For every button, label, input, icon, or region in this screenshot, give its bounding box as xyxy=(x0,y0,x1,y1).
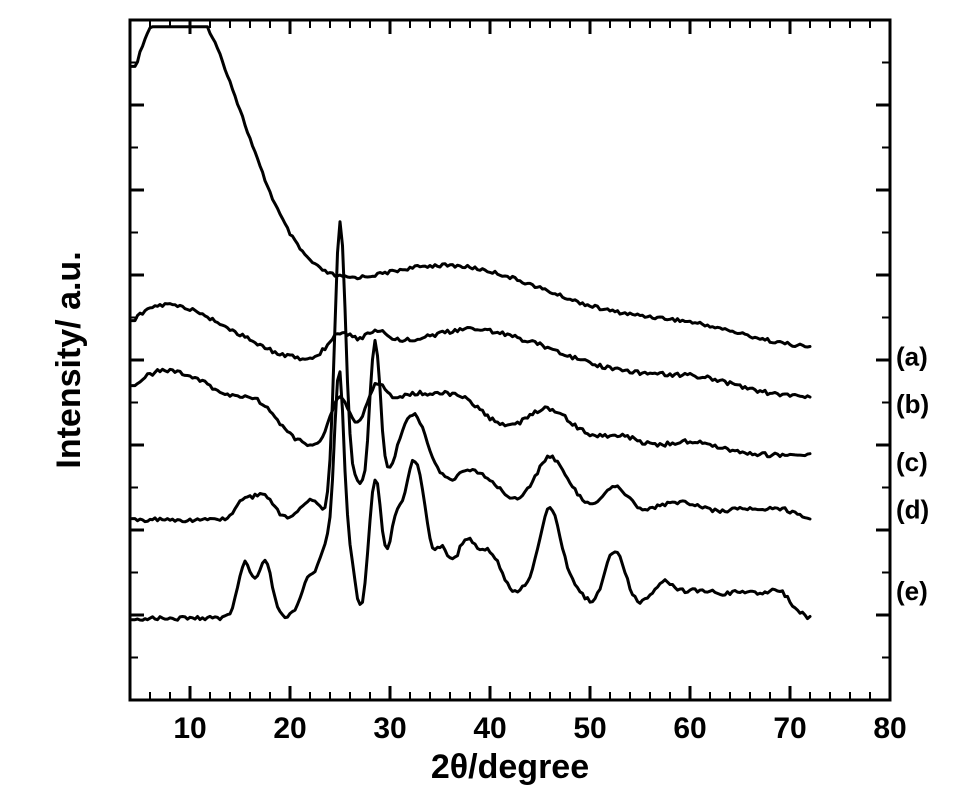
trace-label-c: (c) xyxy=(896,447,928,477)
x-tick-label: 50 xyxy=(573,712,606,745)
x-tick-label: 60 xyxy=(673,712,706,745)
trace-c xyxy=(132,369,810,456)
x-tick-label: 40 xyxy=(473,712,506,745)
x-tick-label: 70 xyxy=(773,712,806,745)
x-tick-label: 20 xyxy=(273,712,306,745)
y-axis-title: Intensity/ a.u. xyxy=(50,251,88,468)
x-tick-label: 10 xyxy=(173,712,206,745)
chart-svg: 10 20 30 40 50 60 70 80 2θ/degree Intensity/ a.u.… xyxy=(0,0,968,790)
trace-b xyxy=(132,304,810,398)
asterisk-marker: * xyxy=(171,0,189,7)
traces-group xyxy=(132,27,810,621)
trace-label-d: (d) xyxy=(896,495,929,525)
trace-label-b: (b) xyxy=(896,389,929,419)
trace-e xyxy=(132,372,810,621)
x-tick-label: 30 xyxy=(373,712,406,745)
x-axis-title: 2θ/degree xyxy=(431,748,589,786)
trace-a xyxy=(132,27,810,347)
trace-label-a: (a) xyxy=(896,342,928,372)
xrd-chart: 10 20 30 40 50 60 70 80 2θ/degree Intensity/ a.u.… xyxy=(0,0,968,790)
x-tick-label: 80 xyxy=(873,712,906,745)
trace-label-e: (e) xyxy=(896,576,928,606)
